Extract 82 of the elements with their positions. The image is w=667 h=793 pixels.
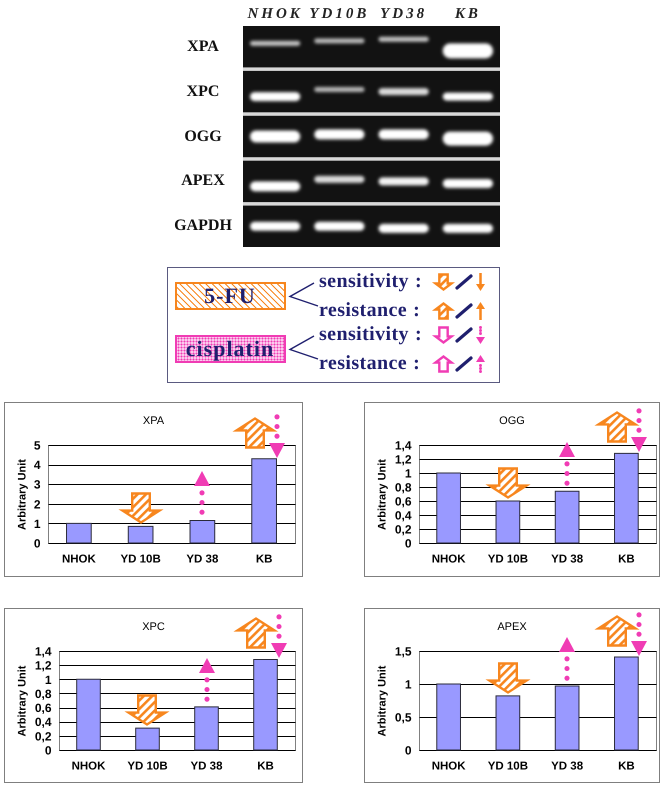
y-tick-label: 0 — [34, 536, 41, 550]
y-tick-label: 0,2 — [394, 522, 412, 536]
chart-title: APEX — [497, 621, 528, 633]
y-tick-label: 2 — [34, 497, 41, 512]
y-tick-label: 1,5 — [394, 644, 412, 658]
bar — [614, 452, 639, 544]
category-label: resistance — [319, 352, 408, 374]
text: : — [414, 323, 422, 345]
y-tick-label: 3 — [34, 478, 41, 492]
x-tick-label: YD 10B — [127, 760, 168, 772]
y-tick-label: 0,5 — [394, 710, 412, 724]
y-tick-label: 4 — [34, 458, 41, 472]
x-tick-label: YD 38 — [190, 760, 224, 772]
x-tick-label: YD 10B — [488, 554, 528, 566]
category-label: OGG — [184, 128, 222, 144]
bar — [436, 684, 461, 750]
chart-title: OGG — [499, 415, 525, 427]
y-tick-label: 0,8 — [394, 480, 412, 494]
bar — [76, 678, 101, 750]
text: : — [413, 352, 420, 374]
y-tick-label: 1,4 — [394, 438, 412, 452]
y-tick-label: 0 — [404, 744, 412, 758]
x-tick-label: YD 38 — [186, 554, 219, 566]
y-axis-title: Arbitrary Unit — [376, 665, 388, 736]
x-tick-label: KB — [257, 760, 274, 772]
y-tick-label: 0,4 — [394, 508, 412, 522]
category-label: APEX — [181, 172, 225, 190]
y-tick-label: 1,4 — [34, 644, 52, 658]
y-tick-label: 1 — [44, 672, 52, 687]
y-tick-label: 1,2 — [34, 658, 52, 673]
y-axis-title: Arbitrary Unit — [16, 458, 28, 530]
y-tick-label: 1 — [34, 516, 41, 531]
bar — [128, 526, 154, 544]
y-tick-label: 1 — [404, 466, 412, 480]
chart-title: XPC — [142, 621, 165, 633]
x-tick-label: KB — [256, 554, 272, 566]
x-tick-label: YD 38 — [551, 554, 584, 566]
y-tick-label: 0 — [404, 536, 412, 550]
bar — [614, 656, 639, 750]
y-tick-label: 0,8 — [34, 686, 52, 701]
category-label: sensitivity — [319, 323, 409, 345]
y-tick-label: 0 — [44, 744, 52, 758]
bar — [554, 685, 580, 750]
category-label: NHOK — [247, 5, 303, 23]
y-axis-title: Arbitrary Unit — [376, 458, 388, 530]
text: : — [414, 270, 422, 292]
chart-title: XPA — [142, 415, 165, 427]
category-label: XPA — [187, 38, 219, 55]
category-label: resistance — [319, 299, 408, 321]
bar — [253, 658, 278, 750]
y-tick-label: 0,6 — [34, 701, 52, 716]
y-tick-label: 1,2 — [394, 452, 412, 466]
x-tick-label: YD 10B — [120, 554, 161, 566]
bar — [190, 520, 216, 544]
text: : — [413, 299, 420, 321]
bar — [496, 500, 520, 544]
category-label: KB — [454, 5, 481, 23]
y-tick-label: 0,4 — [34, 715, 52, 730]
x-tick-label: YD 10B — [488, 760, 528, 772]
category-label: sensitivity — [319, 270, 409, 292]
category-label: XPC — [186, 82, 220, 100]
bar — [251, 458, 277, 544]
x-tick-label: NHOK — [62, 554, 96, 566]
category-label: YD38 — [380, 5, 428, 23]
y-axis-title: Arbitrary Unit — [16, 665, 28, 736]
x-tick-label: YD 38 — [551, 760, 584, 772]
x-tick-label: KB — [618, 554, 635, 566]
bar — [66, 522, 92, 544]
bar — [554, 490, 580, 544]
category-label: YD10B — [309, 5, 370, 23]
bar — [135, 728, 160, 750]
x-tick-label: NHOK — [72, 760, 106, 772]
bar — [194, 706, 219, 750]
x-tick-label: KB — [618, 760, 635, 772]
bar — [436, 472, 461, 544]
y-tick-label: 1 — [404, 678, 412, 692]
x-tick-label: NHOK — [432, 554, 466, 566]
y-tick-label: 0,6 — [394, 494, 412, 508]
x-tick-label: NHOK — [432, 760, 466, 772]
category-label: GAPDH — [174, 217, 232, 234]
y-tick-label: 5 — [34, 438, 41, 452]
y-tick-label: 0,2 — [34, 729, 52, 744]
